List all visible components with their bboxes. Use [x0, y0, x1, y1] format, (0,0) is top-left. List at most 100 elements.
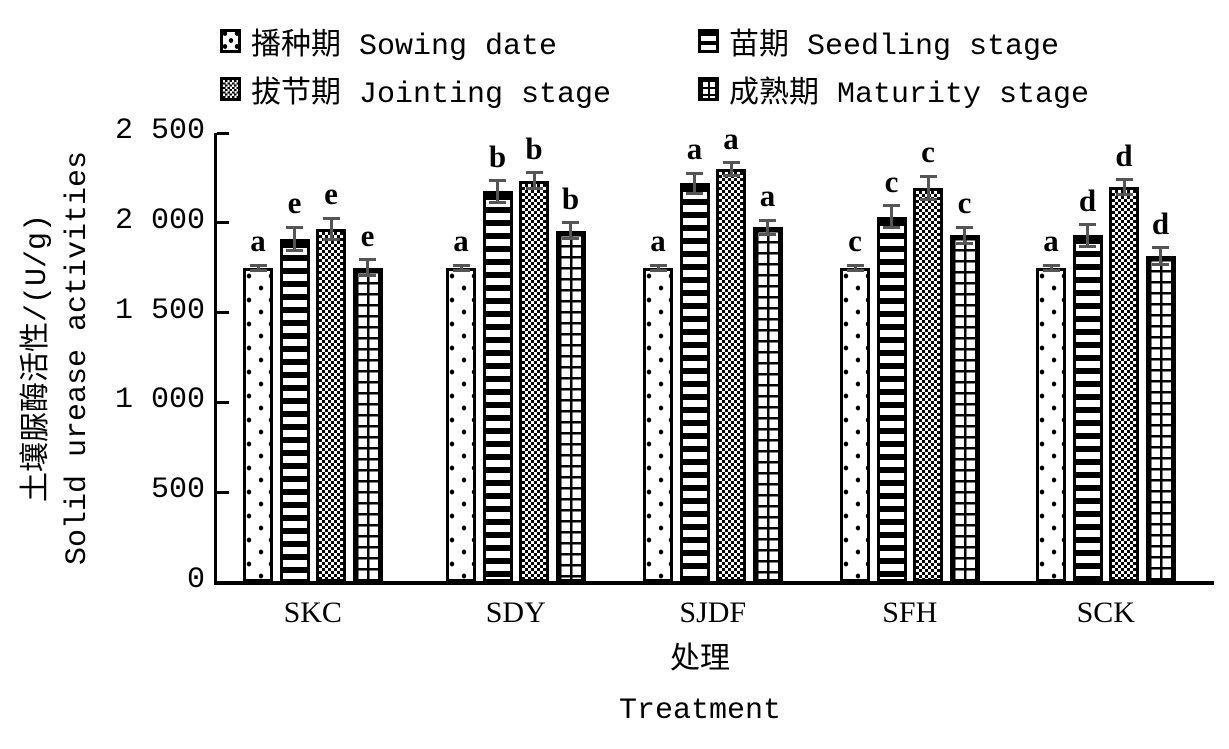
y-tick-2500 [217, 131, 229, 135]
bar-SCK-series1 [1072, 235, 1103, 582]
bar-SJDF-series1 [679, 183, 710, 582]
legend-item-sowing-date: 播种期 Sowing date [220, 22, 557, 64]
legend-label-jointing-stage: 拔节期 Jointing stage [251, 77, 612, 112]
maturity-stage-pattern-icon [698, 77, 719, 101]
error-cap-bottom-SJDF-series3 [759, 232, 776, 236]
bar-SKC-series2 [316, 229, 346, 582]
error-bar-SDY-series2 [532, 172, 536, 189]
error-bar-SCK-series2 [1122, 179, 1126, 195]
x-axis-title-en: Treatment [618, 694, 782, 728]
sig-letter-SFH-series0: c [848, 223, 862, 258]
bar-SCK-series3 [1145, 256, 1176, 582]
legend-label-seedling-stage: 苗期 Seedling stage [729, 29, 1060, 64]
error-cap-bottom-SDY-series1 [489, 200, 506, 204]
sowing-date-pattern-icon [220, 29, 241, 53]
error-bar-SDY-series1 [496, 180, 499, 203]
sig-letter-SCK-series3: d [1151, 205, 1170, 241]
sig-letter-SKC-series1: e [287, 185, 302, 221]
error-cap-bottom-SCK-series1 [1079, 244, 1096, 248]
bar-SFH-series0 [840, 267, 870, 582]
error-bar-SCK-series0 [1049, 265, 1053, 271]
sig-letter-SJDF-series3: a [759, 178, 776, 214]
error-bar-SFH-series3 [963, 227, 966, 244]
error-cap-bottom-SKC-series0 [249, 268, 267, 272]
error-cap-bottom-SDY-series2 [525, 187, 543, 191]
error-cap-bottom-SFH-series3 [956, 241, 973, 245]
error-cap-top-SCK-series0 [1042, 263, 1060, 267]
error-cap-top-SCK-series2 [1115, 178, 1133, 182]
y-tick-label-2000: 2 000 [114, 203, 205, 238]
y-tick-label-1000: 1 000 [114, 383, 205, 418]
bar-SKC-series1 [279, 238, 310, 582]
bar-SFH-series3 [949, 235, 980, 582]
sig-letter-SDY-series1: b [488, 138, 507, 174]
sig-letter-SCK-series0: a [1043, 223, 1059, 258]
x-category-label-SJDF: SJDF [679, 596, 747, 629]
sig-letter-SKC-series2: e [324, 176, 338, 212]
error-cap-top-SKC-series3 [359, 258, 376, 262]
sig-letter-SKC-series0: a [250, 223, 266, 258]
error-bar-SKC-series1 [293, 227, 296, 251]
error-cap-bottom-SJDF-series0 [649, 268, 667, 272]
error-bar-SFH-series2 [926, 176, 930, 200]
y-tick-500 [217, 490, 229, 494]
x-axis-title-zh: 处理 [670, 644, 730, 678]
sig-letter-SFH-series1: c [884, 163, 899, 199]
error-cap-bottom-SCK-series3 [1152, 262, 1169, 266]
legend-label-maturity-stage: 成熟期 Maturity stage [729, 77, 1090, 112]
bar-SDY-series1 [482, 191, 513, 582]
x-category-label-SCK: SCK [1076, 596, 1135, 629]
bar-SKC-series3 [352, 267, 383, 582]
x-category-label-SKC: SKC [283, 596, 342, 629]
error-cap-top-SFH-series2 [919, 174, 937, 178]
sig-letter-SKC-series3: e [360, 217, 375, 253]
y-tick-1000 [217, 400, 229, 404]
error-bar-SKC-series3 [366, 259, 369, 276]
error-cap-top-SKC-series0 [249, 263, 267, 267]
error-cap-top-SDY-series0 [452, 263, 470, 267]
error-bar-SCK-series1 [1086, 224, 1089, 247]
sig-letter-SFH-series2: c [921, 134, 935, 170]
error-cap-bottom-SKC-series3 [359, 274, 376, 278]
sig-letter-SCK-series1: d [1078, 182, 1097, 218]
bar-SKC-series0 [243, 267, 273, 582]
error-cap-top-SDY-series3 [562, 221, 579, 225]
error-cap-top-SDY-series2 [525, 171, 543, 174]
bar-SJDF-series3 [752, 227, 783, 582]
y-tick-1500 [217, 311, 229, 315]
error-cap-bottom-SCK-series0 [1042, 268, 1060, 272]
x-category-label-SDY: SDY [485, 596, 546, 629]
error-cap-top-SFH-series1 [883, 204, 900, 208]
jointing-stage-pattern-icon [220, 77, 241, 101]
error-cap-top-SDY-series1 [489, 179, 506, 183]
error-bar-SKC-series0 [256, 265, 260, 271]
error-bar-SFH-series0 [853, 265, 857, 271]
error-cap-top-SFH-series0 [846, 263, 864, 267]
legend-label-sowing-date: 播种期 Sowing date [251, 29, 558, 64]
x-axis-title: 处理 Treatment [619, 636, 781, 736]
y-axis-title-zh: 土壤脲酶活性/(U/g) [21, 213, 55, 503]
error-cap-top-SJDF-series1 [686, 171, 703, 175]
sig-letter-SDY-series0: a [453, 223, 469, 258]
error-cap-bottom-SDY-series0 [452, 268, 470, 272]
error-cap-top-SKC-series1 [286, 225, 303, 229]
legend-item-maturity-stage: 成熟期 Maturity stage [698, 70, 1089, 112]
error-cap-top-SCK-series1 [1079, 223, 1096, 227]
bar-SDY-series2 [519, 180, 549, 582]
bar-SJDF-series2 [716, 168, 746, 582]
error-bar-SDY-series3 [569, 222, 572, 239]
error-cap-bottom-SDY-series3 [562, 237, 579, 241]
y-tick-label-0: 0 [186, 563, 205, 597]
seedling-stage-pattern-icon [698, 29, 719, 53]
bar-SJDF-series0 [643, 267, 673, 582]
x-category-label-SFH: SFH [882, 596, 938, 629]
error-cap-top-SFH-series3 [956, 225, 973, 229]
y-tick-label-2500: 2 500 [114, 114, 205, 148]
sig-letter-SFH-series3: c [957, 185, 972, 221]
error-bar-SJDF-series0 [656, 265, 660, 271]
sig-letter-SDY-series2: b [525, 130, 543, 166]
y-axis-line [214, 133, 217, 585]
y-tick-2000 [217, 221, 229, 225]
bar-SCK-series2 [1109, 186, 1139, 582]
